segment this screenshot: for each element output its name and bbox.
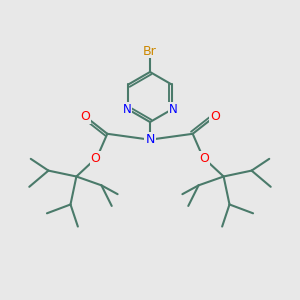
Text: N: N	[145, 133, 155, 146]
Text: O: O	[80, 110, 90, 123]
Text: O: O	[91, 152, 100, 165]
Text: O: O	[210, 110, 220, 123]
Text: N: N	[122, 103, 131, 116]
Text: Br: Br	[143, 45, 157, 58]
Text: N: N	[169, 103, 178, 116]
Text: O: O	[200, 152, 209, 165]
